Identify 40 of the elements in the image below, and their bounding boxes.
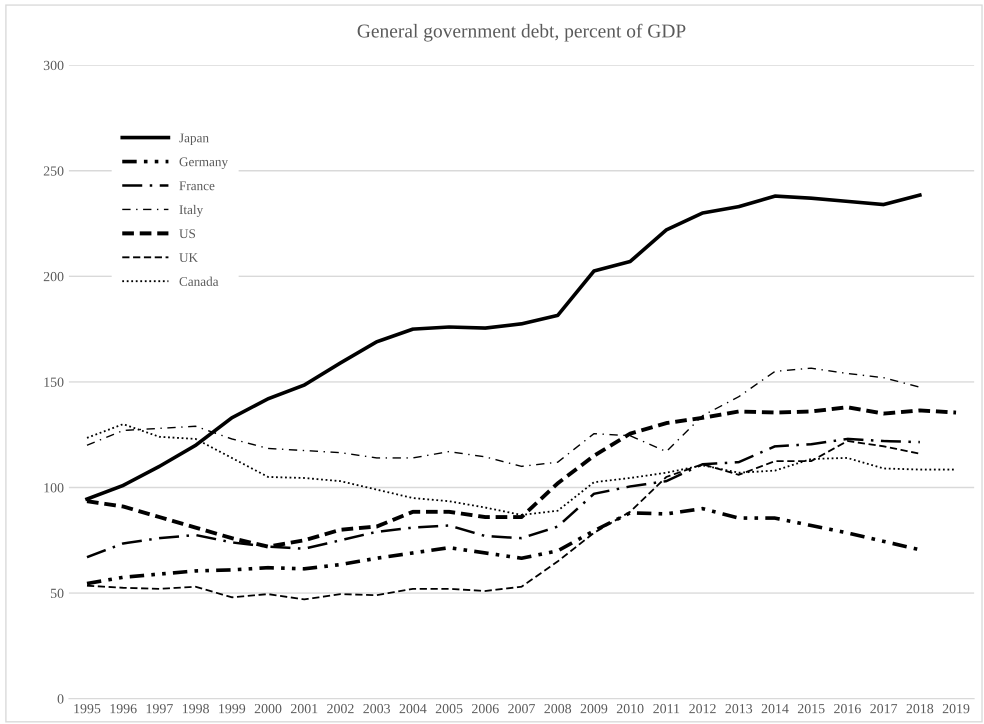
x-tick-label: 2011 bbox=[653, 704, 680, 714]
legend-label: Canada bbox=[180, 276, 218, 286]
x-tick-label: 2000 bbox=[254, 704, 282, 714]
x-tick-label: 1999 bbox=[219, 704, 246, 714]
x-tick-label: 2006 bbox=[472, 704, 499, 714]
x-tick-label: 2012 bbox=[689, 704, 716, 714]
x-tick-label: 2007 bbox=[508, 704, 536, 714]
x-tick-label: 2017 bbox=[870, 704, 898, 714]
x-tick-label: 2019 bbox=[942, 704, 970, 714]
y-tick-label: 50 bbox=[50, 588, 64, 598]
legend-label: Italy bbox=[179, 204, 204, 217]
y-tick-label: 300 bbox=[44, 60, 64, 70]
legend-label: US bbox=[179, 229, 196, 238]
legend-label: Germany bbox=[180, 157, 228, 169]
y-tick-label: 150 bbox=[44, 377, 64, 387]
x-tick-label: 1996 bbox=[110, 704, 137, 714]
y-tick-label: 250 bbox=[44, 166, 64, 176]
x-tick-label: 1995 bbox=[74, 704, 100, 714]
x-tick-label: 2016 bbox=[834, 704, 861, 714]
legend-label: France bbox=[179, 181, 214, 190]
x-tick-label: 2018 bbox=[906, 704, 934, 714]
x-tick-label: 1997 bbox=[146, 704, 173, 714]
y-tick-label: 200 bbox=[44, 272, 64, 282]
x-tick-label: 2001 bbox=[290, 704, 318, 714]
x-tick-label: 1998 bbox=[182, 704, 209, 714]
y-tick-label: 0 bbox=[58, 694, 64, 704]
x-tick-label: 2013 bbox=[726, 704, 752, 714]
legend-label: UK bbox=[179, 253, 198, 262]
x-tick-label: 2004 bbox=[400, 704, 427, 714]
x-tick-label: 2005 bbox=[436, 704, 462, 714]
x-tick-label: 2014 bbox=[762, 704, 789, 714]
y-tick-label: 100 bbox=[44, 483, 64, 492]
legend-label: Japan bbox=[179, 134, 209, 146]
x-tick-label: 2010 bbox=[616, 704, 644, 714]
chart-title: General government debt, percent of GDP bbox=[358, 24, 686, 42]
x-tick-label: 2002 bbox=[327, 704, 354, 714]
x-tick-label: 2003 bbox=[363, 704, 390, 714]
x-tick-label: 2008 bbox=[544, 704, 572, 714]
x-tick-label: 2015 bbox=[798, 704, 825, 714]
x-tick-label: 2009 bbox=[580, 704, 608, 714]
